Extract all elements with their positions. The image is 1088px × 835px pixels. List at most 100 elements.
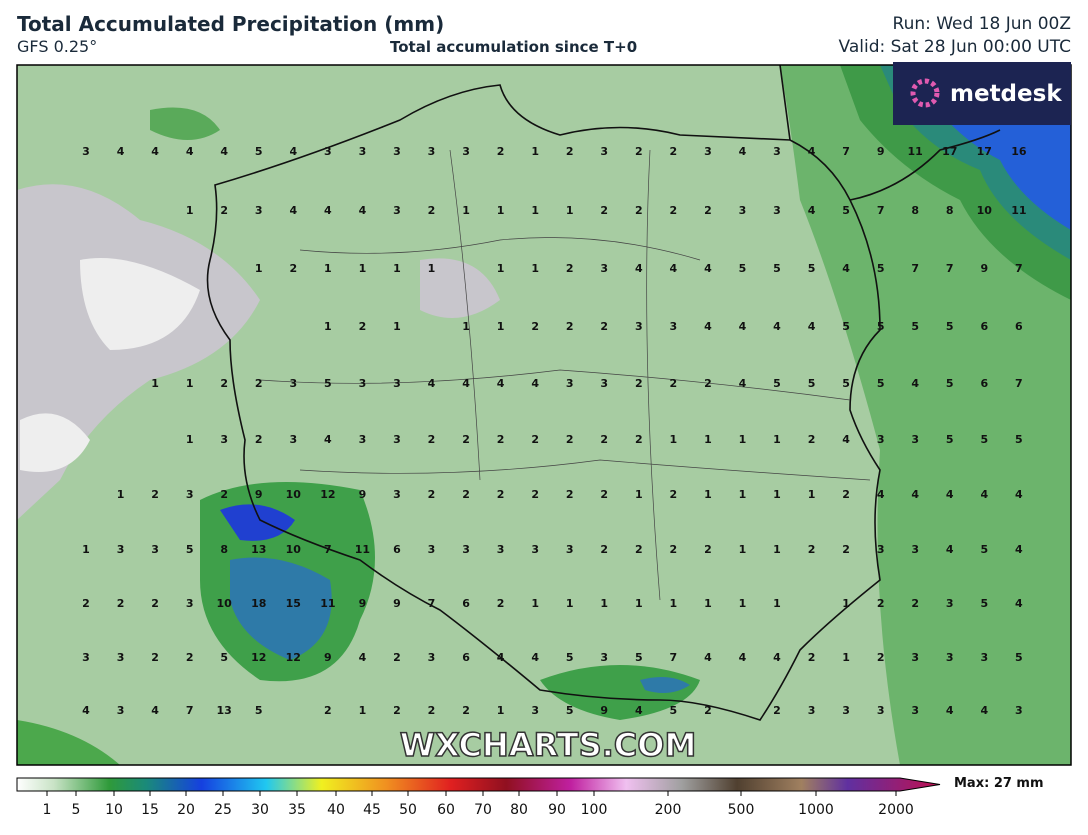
grid-value: 3 xyxy=(1015,704,1023,717)
grid-value: 5 xyxy=(911,320,919,333)
grid-value: 3 xyxy=(600,651,608,664)
colorbar-label: 1000 xyxy=(798,802,834,818)
grid-value: 5 xyxy=(842,377,850,390)
colorbar-label: 1 xyxy=(43,802,52,818)
grid-value: 2 xyxy=(462,433,470,446)
grid-value: 1 xyxy=(739,488,747,501)
colorbar-label: 45 xyxy=(363,802,381,818)
grid-value: 2 xyxy=(600,543,608,556)
colorbar-label: 100 xyxy=(581,802,608,818)
grid-value: 2 xyxy=(497,433,505,446)
grid-value: 3 xyxy=(359,145,367,158)
colorbar-label: 20 xyxy=(177,802,195,818)
grid-value: 2 xyxy=(428,488,436,501)
grid-value: 3 xyxy=(82,651,90,664)
grid-value: 3 xyxy=(531,543,539,556)
grid-value: 5 xyxy=(773,377,781,390)
grid-value: 3 xyxy=(911,651,919,664)
grid-value: 3 xyxy=(117,543,125,556)
grid-value: 7 xyxy=(877,204,885,217)
grid-value: 2 xyxy=(911,597,919,610)
grid-value: 5 xyxy=(980,597,988,610)
grid-value: 2 xyxy=(186,651,194,664)
grid-value: 4 xyxy=(359,204,367,217)
grid-value: 5 xyxy=(877,262,885,275)
grid-value: 4 xyxy=(773,320,781,333)
grid-value: 3 xyxy=(842,704,850,717)
grid-value: 3 xyxy=(566,377,574,390)
grid-value: 1 xyxy=(497,204,505,217)
grid-value: 1 xyxy=(566,204,574,217)
grid-value: 8 xyxy=(946,204,954,217)
grid-value: 1 xyxy=(359,262,367,275)
grid-value: 9 xyxy=(324,651,332,664)
grid-value: 1 xyxy=(324,320,332,333)
grid-value: 3 xyxy=(220,433,228,446)
grid-value: 6 xyxy=(462,651,470,664)
grid-value: 3 xyxy=(600,377,608,390)
grid-value: 1 xyxy=(842,597,850,610)
grid-value: 4 xyxy=(324,433,332,446)
grid-value: 2 xyxy=(428,433,436,446)
grid-value: 3 xyxy=(773,204,781,217)
grid-value: 3 xyxy=(911,433,919,446)
colorbar-label: 30 xyxy=(251,802,269,818)
grid-value: 6 xyxy=(980,377,988,390)
grid-value: 11 xyxy=(320,597,335,610)
grid-value: 4 xyxy=(1015,543,1023,556)
grid-value: 2 xyxy=(428,204,436,217)
grid-value: 2 xyxy=(600,488,608,501)
grid-value: 2 xyxy=(635,433,643,446)
grid-value: 1 xyxy=(531,145,539,158)
grid-value: 6 xyxy=(980,320,988,333)
grid-value: 3 xyxy=(670,320,678,333)
grid-value: 2 xyxy=(704,204,712,217)
grid-value: 5 xyxy=(877,377,885,390)
colorbar-label: 5 xyxy=(72,802,81,818)
grid-value: 1 xyxy=(773,488,781,501)
grid-value: 4 xyxy=(635,262,643,275)
grid-value: 4 xyxy=(739,377,747,390)
grid-value: 2 xyxy=(566,433,574,446)
colorbar-label: 40 xyxy=(327,802,345,818)
grid-value: 1 xyxy=(704,433,712,446)
grid-value: 3 xyxy=(946,651,954,664)
grid-value: 5 xyxy=(635,651,643,664)
grid-value: 2 xyxy=(151,488,159,501)
grid-value: 2 xyxy=(359,320,367,333)
grid-value: 2 xyxy=(600,204,608,217)
grid-value: 1 xyxy=(773,597,781,610)
grid-value: 2 xyxy=(773,704,781,717)
grid-value: 1 xyxy=(186,377,194,390)
grid-value: 6 xyxy=(393,543,401,556)
grid-value: 3 xyxy=(497,543,505,556)
grid-value: 1 xyxy=(566,597,574,610)
colorbar-label: 15 xyxy=(141,802,159,818)
grid-value: 1 xyxy=(739,597,747,610)
grid-value: 2 xyxy=(428,704,436,717)
grid-value: 4 xyxy=(946,488,954,501)
grid-value: 5 xyxy=(220,651,228,664)
grid-value: 4 xyxy=(808,320,816,333)
grid-value: 3 xyxy=(289,377,297,390)
grid-value: 3 xyxy=(462,543,470,556)
grid-value: 8 xyxy=(911,204,919,217)
grid-value: 4 xyxy=(531,377,539,390)
grid-value: 7 xyxy=(324,543,332,556)
grid-value: 3 xyxy=(911,704,919,717)
grid-value: 2 xyxy=(497,488,505,501)
grid-value: 9 xyxy=(359,597,367,610)
grid-value: 2 xyxy=(117,597,125,610)
colorbar-label: 90 xyxy=(548,802,566,818)
grid-value: 4 xyxy=(497,377,505,390)
valid: Valid: Sat 28 Jun 00:00 UTC xyxy=(838,37,1071,57)
grid-value: 3 xyxy=(877,433,885,446)
grid-value: 3 xyxy=(393,433,401,446)
grid-value: 2 xyxy=(462,488,470,501)
grid-value: 6 xyxy=(462,597,470,610)
grid-value: 1 xyxy=(497,320,505,333)
grid-value: 2 xyxy=(566,320,574,333)
grid-value: 3 xyxy=(82,145,90,158)
grid-value: 4 xyxy=(151,145,159,158)
